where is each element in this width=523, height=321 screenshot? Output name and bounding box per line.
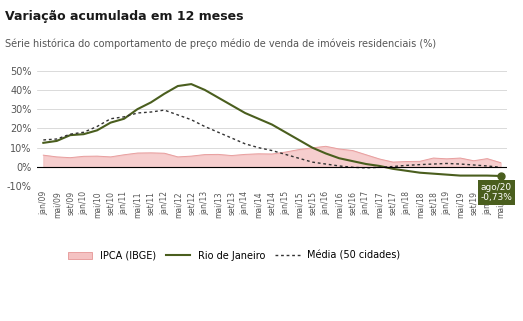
Text: Variação acumulada em 12 meses: Variação acumulada em 12 meses [5,10,244,22]
Text: ago/20
-0,73%: ago/20 -0,73% [481,183,513,202]
Legend: IPCA (IBGE), Rio de Janeiro, Média (50 cidades): IPCA (IBGE), Rio de Janeiro, Média (50 c… [64,247,404,265]
Text: Série histórica do comportamento de preço médio de venda de imóveis residenciais: Série histórica do comportamento de preç… [5,39,436,49]
